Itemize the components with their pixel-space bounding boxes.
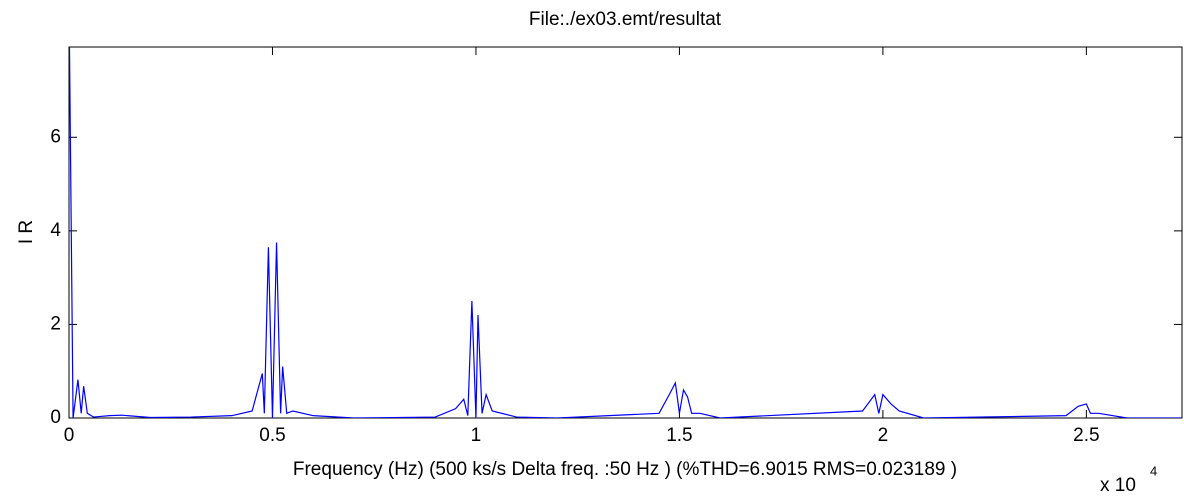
x-tick-label: 2 bbox=[878, 425, 889, 446]
data-line bbox=[69, 47, 1182, 418]
plot-area bbox=[68, 46, 1183, 419]
y-axis-label: I R bbox=[16, 220, 37, 244]
y-tick-label: 0 bbox=[50, 407, 61, 428]
x-multiplier-exponent: 4 bbox=[1150, 463, 1157, 478]
chart-title: File:./ex03.emt/resultat bbox=[529, 9, 722, 30]
x-tick-label: 1.5 bbox=[666, 425, 692, 446]
x-axis-label: Frequency (Hz) (500 ks/s Delta freq. :50… bbox=[293, 459, 957, 480]
y-tick-label: 2 bbox=[50, 313, 61, 334]
y-tick-label: 6 bbox=[50, 126, 61, 147]
x-tick-label: 0.5 bbox=[259, 425, 285, 446]
x-tick-label: 0 bbox=[64, 425, 75, 446]
x-tick-label: 2.5 bbox=[1073, 425, 1099, 446]
x-tick-label: 1 bbox=[471, 425, 482, 446]
x-multiplier: x 10 bbox=[1100, 475, 1136, 493]
y-tick-label: 4 bbox=[50, 220, 61, 241]
